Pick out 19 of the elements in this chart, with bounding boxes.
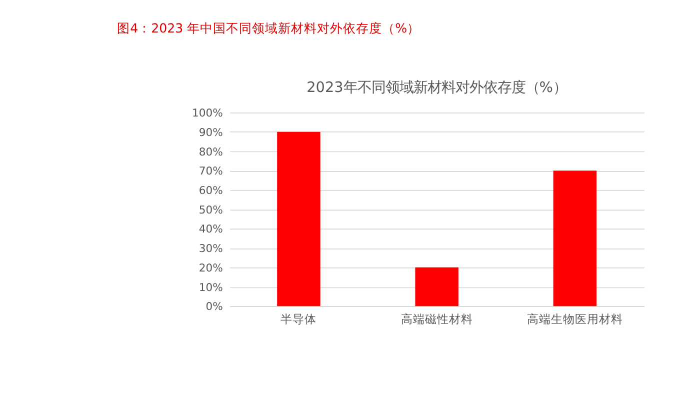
y-tick-label: 100% <box>192 106 223 120</box>
bar <box>277 132 320 306</box>
y-tick-label: 60% <box>198 184 223 198</box>
y-tick-label: 70% <box>198 164 223 178</box>
bar <box>553 170 597 306</box>
y-tick-label: 0% <box>206 300 223 314</box>
y-tick-label: 40% <box>198 222 223 236</box>
y-tick-label: 50% <box>198 203 223 216</box>
y-tick-label: 10% <box>198 280 223 294</box>
y-tick-label: 90% <box>198 126 223 139</box>
y-tick-label: 20% <box>198 261 223 274</box>
y-tick-label: 80% <box>198 145 223 158</box>
x-tick-label: 高端磁性材料 <box>400 312 473 326</box>
chart-subtitle: 2023年不同领域新材料对外依存度（%） <box>306 80 567 96</box>
x-tick-label: 半导体 <box>280 312 317 326</box>
bar <box>415 267 458 306</box>
chart-title: 图4：2023 年中国不同领域新材料对外依存度（%） <box>117 20 420 36</box>
x-tick-label: 高端生物医用材料 <box>526 312 623 326</box>
y-tick-label: 30% <box>198 242 223 256</box>
